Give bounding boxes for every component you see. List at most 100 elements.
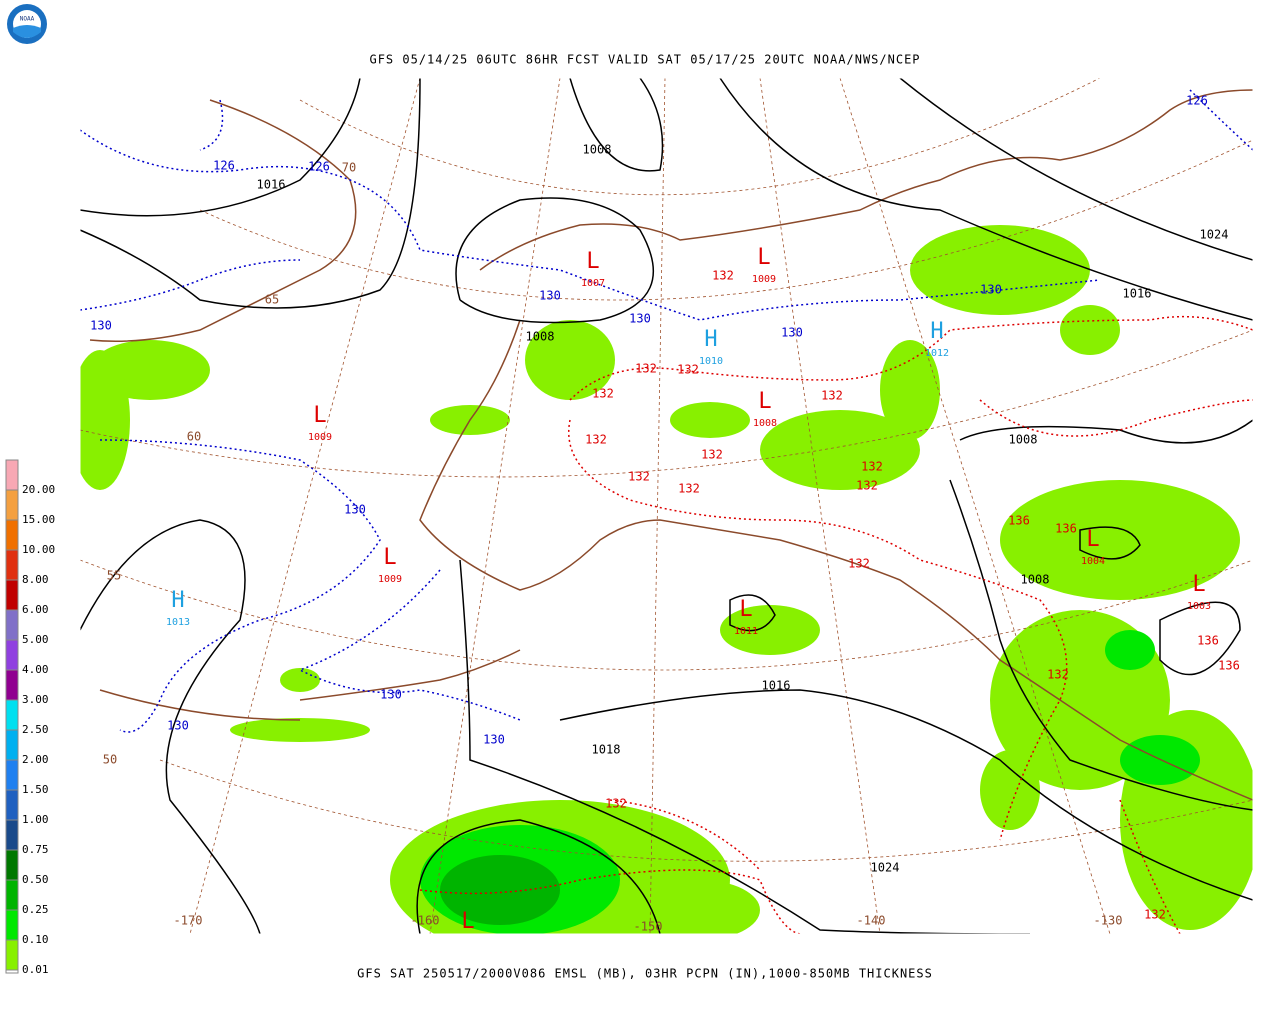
legend-swatch [5,579,19,611]
thickness-label: 132 [856,479,878,493]
legend-label: 8.00 [22,573,49,586]
legend-label: 6.00 [22,603,49,616]
legend-swatch [5,519,19,551]
pressure-center-symbol: H [930,319,943,344]
coastline [89,89,1253,801]
thickness-label: 130 [167,719,189,733]
thickness-label: 130 [980,283,1002,297]
thickness-label: 130 [90,319,112,333]
legend-label: 10.00 [22,543,55,556]
pressure-center-value: 1010 [699,356,723,367]
graticule-label: 60 [187,430,201,444]
thickness-label: 136 [1008,514,1030,528]
thickness-label: 132 [701,448,723,462]
thickness-label: 132 [677,363,699,377]
thickness-label: 126 [213,159,235,173]
legend-swatch [5,729,19,761]
thickness-label: 130 [781,326,803,340]
map-frame [79,77,1254,935]
legend-label: 3.00 [22,693,49,706]
thickness-label: 132 [678,482,700,496]
legend-swatch [5,669,19,701]
pressure-center-symbol: L [313,403,326,428]
legend-label: 0.10 [22,933,49,946]
map [79,77,1254,935]
pressure-center-value: 1009 [378,574,402,585]
pressure-center-value: 1012 [925,348,949,359]
legend-label: 15.00 [22,513,55,526]
thickness-label: 136 [1218,659,1240,673]
isobar-label: 1018 [592,743,621,757]
pressure-center-symbol: H [171,588,184,613]
pressure-center-value: 1011 [734,626,758,637]
legend-swatch [5,939,19,971]
pressure-center-symbol: L [739,597,752,622]
legend-swatch [5,699,19,731]
thickness-label: 136 [1055,522,1077,536]
legend-swatch [5,759,19,791]
pressure-center-value: 1009 [752,274,776,285]
graticule-label: -170 [174,914,203,928]
graticule-label: -160 [411,914,440,928]
pressure-center-value: 1008 [753,418,777,429]
pressure-center-value: 1004 [1081,556,1105,567]
logo-wave [13,25,41,38]
thickness-label: 136 [1197,634,1219,648]
pressure-center-symbol: H [704,327,717,352]
thickness-label: 132 [585,433,607,447]
thickness-label: 132 [628,470,650,484]
pressure-center-symbol: L [383,545,396,570]
legend-label: 2.50 [22,723,49,736]
legend-swatch [5,789,19,821]
thickness-label: 132 [712,269,734,283]
thickness-label: 126 [1186,94,1208,108]
title: GFS 05/14/25 06UTC 86HR FCST VALID SAT 0… [369,53,920,67]
isobar-label: 1024 [871,861,900,875]
isobar-label: 1008 [583,143,612,157]
isobars [80,78,1253,934]
legend-swatch [5,489,19,521]
thickness-label: 132 [635,362,657,376]
pressure-center-symbol: L [758,389,771,414]
precip-core [440,855,560,925]
thickness-label: 132 [1144,908,1166,922]
logo-text: NOAA [20,16,35,23]
graticule-label: -140 [857,914,886,928]
pressure-center-symbol: L [1192,572,1205,597]
thickness-label: 130 [344,503,366,517]
thickness-label: 132 [1047,668,1069,682]
legend-swatch [5,909,19,941]
legend-swatch [5,639,19,671]
legend-label: 5.00 [22,633,49,646]
legend-label: 2.00 [22,753,49,766]
graticule-label: 65 [265,293,279,307]
graticule-label: -150 [634,920,663,934]
graticule-label: 55 [107,569,121,583]
pressure-center-symbol: L [586,249,599,274]
legend-label: 1.00 [22,813,49,826]
legend-swatch [5,849,19,881]
legend-swatch [5,819,19,851]
legend-label: 1.50 [22,783,49,796]
legend-label: 20.00 [22,483,55,496]
isobar-label: 1008 [1009,433,1038,447]
thickness-label: 132 [592,387,614,401]
legend-label: 0.25 [22,903,49,916]
pressure-center-symbol: L [757,245,770,270]
pressure-center-value: 1003 [1187,601,1211,612]
pressure-center-symbol: L [1086,527,1099,552]
legend-label: 4.00 [22,663,49,676]
legend-swatch [5,459,19,491]
isobar-label: 1008 [526,330,555,344]
thickness-132 [419,315,1253,934]
legend-swatch [5,609,19,641]
thickness-label: 132 [605,797,627,811]
thickness-label: 132 [861,460,883,474]
footer: GFS SAT 250517/2000V086 EMSL (MB), 03HR … [357,967,933,981]
graticule-label: -130 [1094,914,1123,928]
thickness-130 [80,89,1253,733]
legend: 20.00 15.00 10.00 8.00 6.00 5.00 4.00 3.00 2.50 2… [5,459,55,976]
isobar-label: 1024 [1200,228,1229,242]
